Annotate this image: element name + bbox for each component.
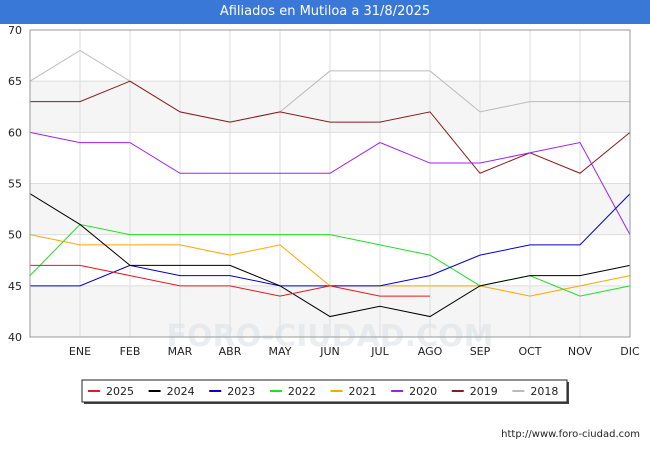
legend-label-2025: 2025 [106, 385, 134, 398]
legend-label-2024: 2024 [167, 385, 195, 398]
y-tick-label: 45 [8, 280, 22, 293]
y-tick-label: 55 [8, 178, 22, 191]
chart-title: Afiliados en Mutiloa a 31/8/2025 [0, 0, 650, 24]
legend-label-2020: 2020 [409, 385, 437, 398]
x-tick-label: JUN [319, 345, 340, 358]
x-tick-label: FEB [120, 345, 141, 358]
legend-label-2021: 2021 [349, 385, 377, 398]
series-line-2025 [30, 264, 430, 297]
y-tick-label: 50 [8, 229, 22, 242]
y-tick-label: 70 [8, 24, 22, 37]
x-tick-label: AGO [418, 345, 443, 358]
x-tick-label: OCT [518, 345, 541, 358]
footer-url[interactable]: http://www.foro-ciudad.com [501, 429, 640, 440]
x-tick-label: ENE [69, 345, 91, 358]
y-tick-label: 60 [8, 126, 22, 139]
series-line-2024 [29, 193, 631, 318]
y-tick-label: 65 [8, 75, 22, 88]
x-tick-label: SEP [470, 345, 491, 358]
x-tick-label: JUL [370, 345, 389, 358]
x-tick-label: MAR [168, 345, 193, 358]
x-tick-label: ABR [219, 345, 242, 358]
legend-label-2023: 2023 [227, 385, 255, 398]
y-tick-label: 40 [8, 331, 22, 344]
legend-label-2022: 2022 [288, 385, 316, 398]
legend-label-2019: 2019 [470, 385, 498, 398]
legend-label-2018: 2018 [530, 385, 558, 398]
x-tick-label: DIC [620, 345, 640, 358]
x-tick-label: NOV [568, 345, 593, 358]
legend-box [81, 379, 568, 403]
x-tick-label: MAY [269, 345, 292, 358]
series-line-2020 [29, 131, 631, 235]
